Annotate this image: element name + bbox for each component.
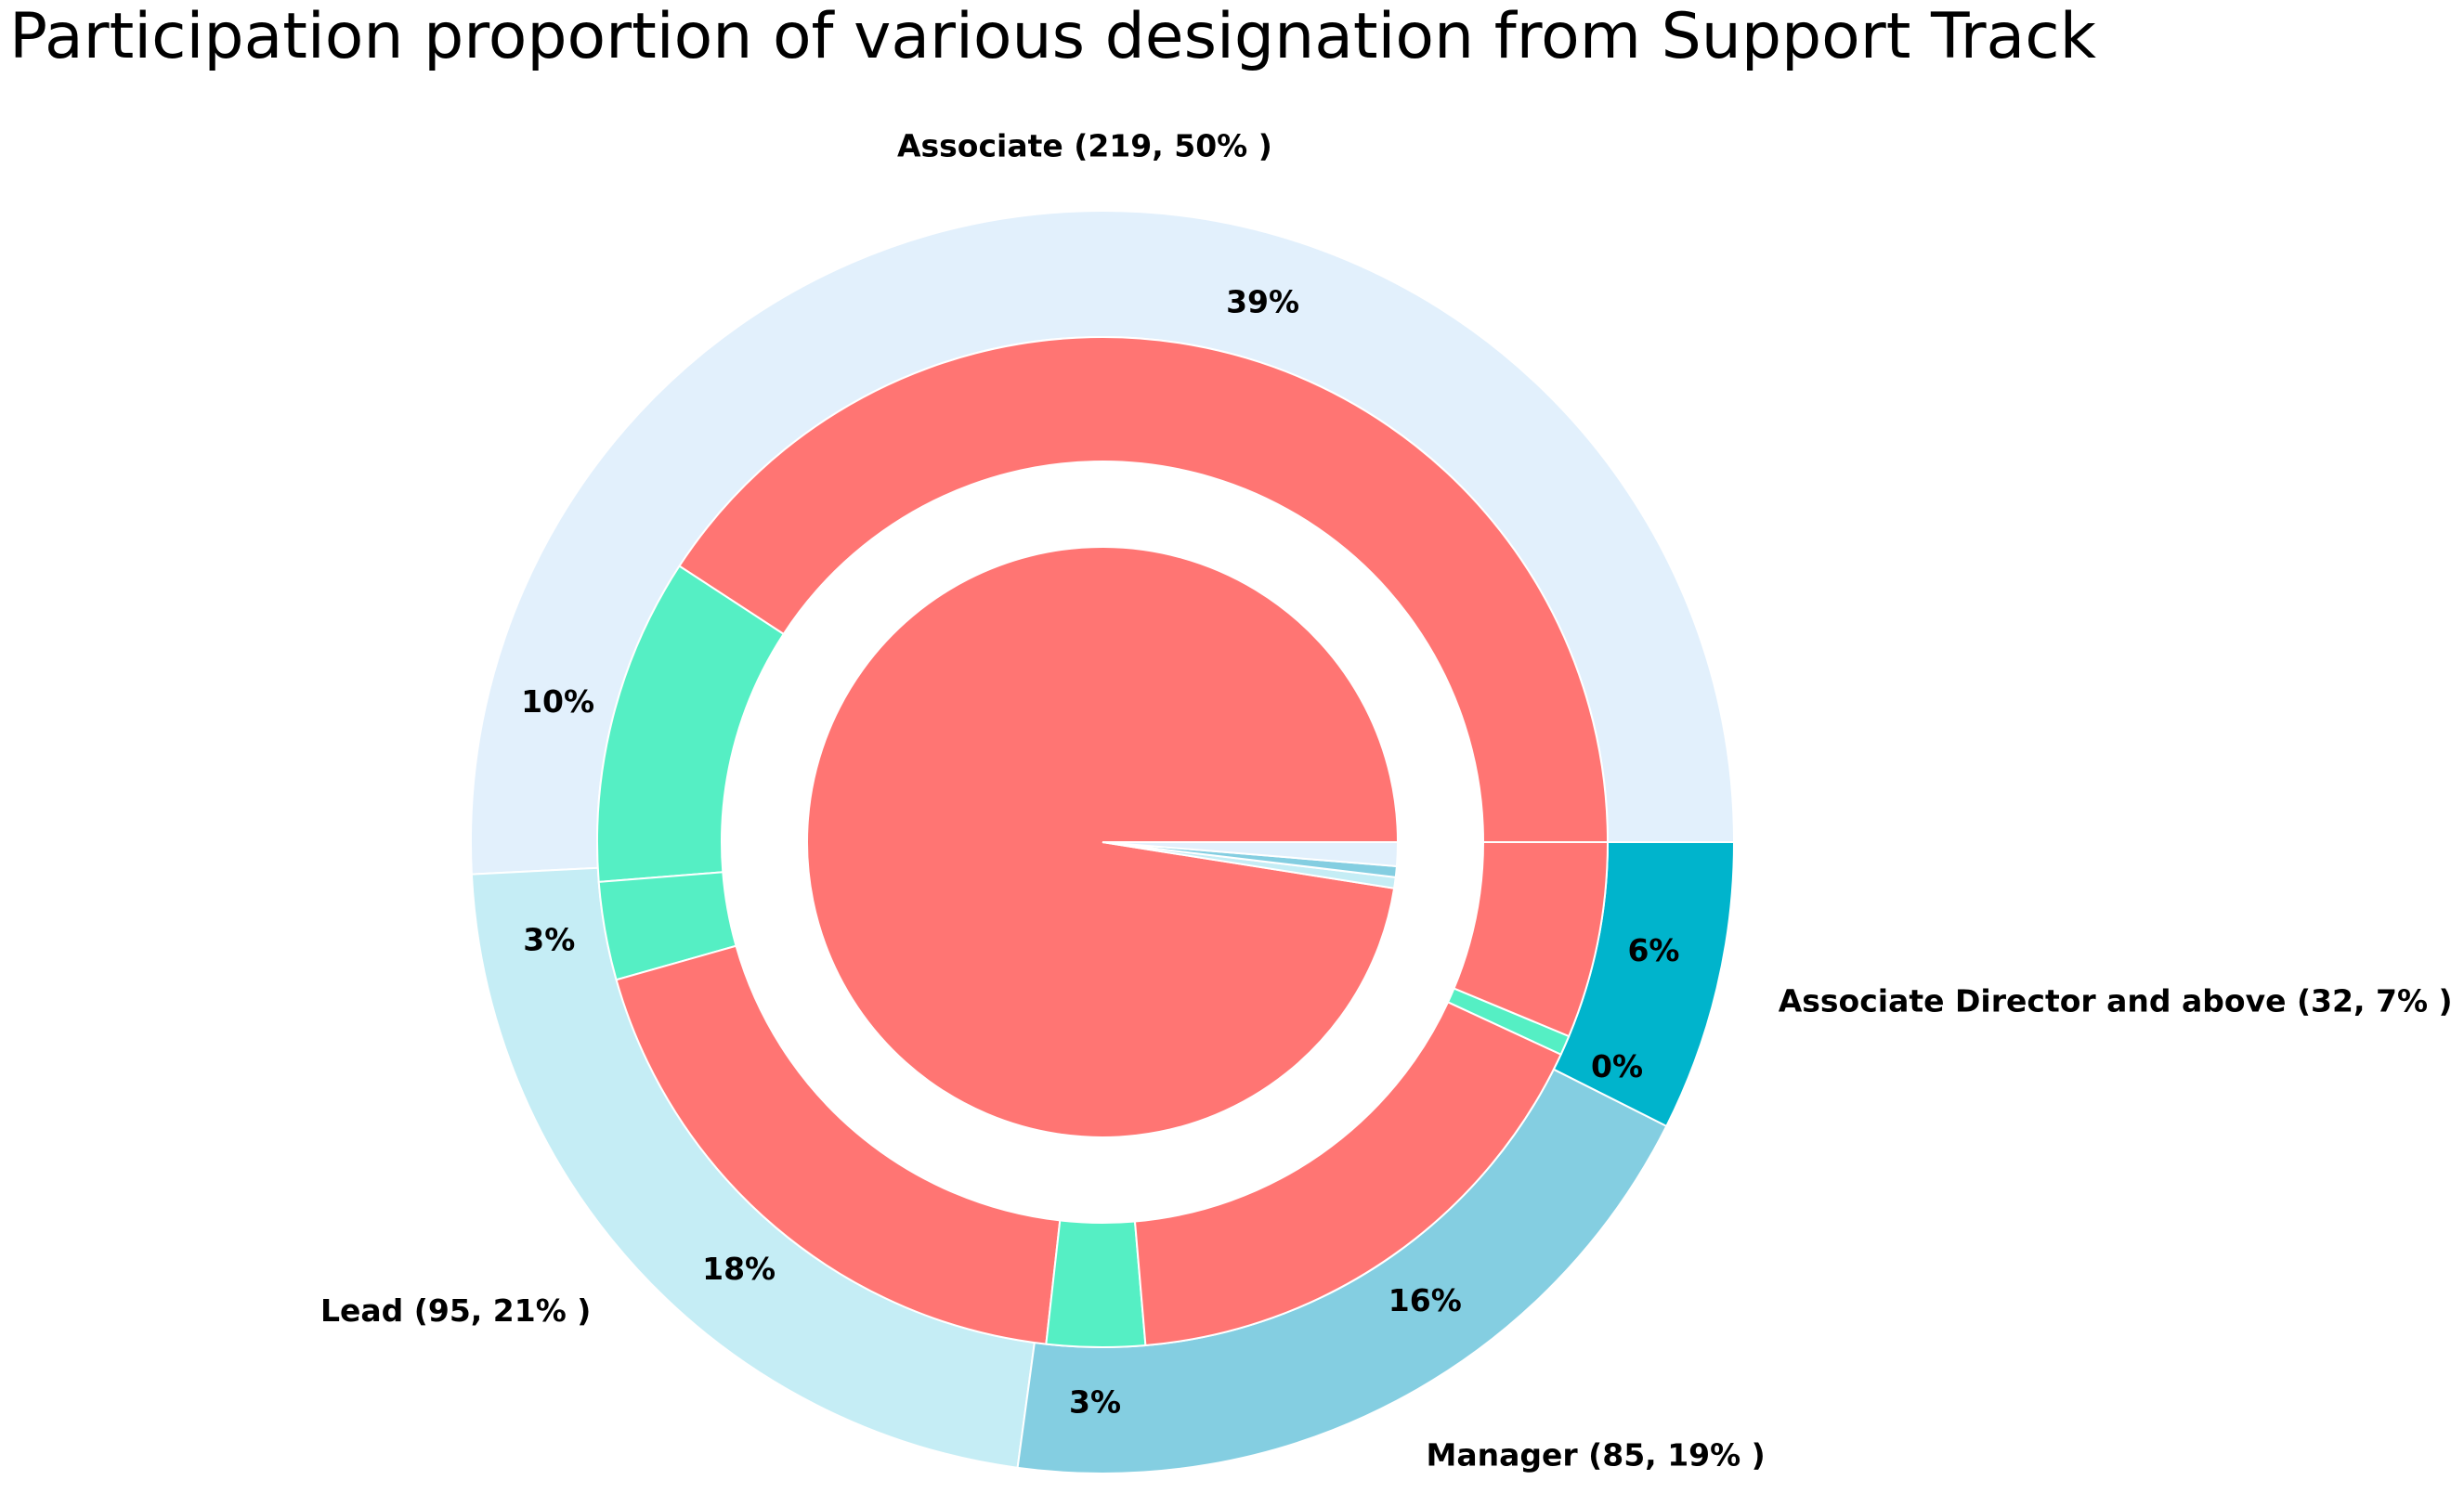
outer-ring-label: Associate (219, 50% ) bbox=[897, 128, 1272, 164]
middle-ring-label: 16% bbox=[1388, 1282, 1462, 1318]
chart-title: Participation proportion of various desi… bbox=[9, 0, 2096, 73]
inner-pie bbox=[806, 545, 1400, 1138]
outer-ring bbox=[470, 210, 1736, 1474]
middle-ring-label: 10% bbox=[521, 683, 594, 720]
middle-ring-slice bbox=[678, 336, 1610, 843]
middle-ring bbox=[596, 336, 1610, 1348]
outer-ring-label: Manager (85, 19% ) bbox=[1427, 1436, 1766, 1473]
middle-ring-slice bbox=[615, 944, 1062, 1345]
inner-pie-slice bbox=[1102, 841, 1400, 868]
outer-ring-label: Lead (95, 21% ) bbox=[320, 1292, 591, 1329]
middle-ring-label: 3% bbox=[523, 921, 575, 957]
middle-ring-label: 6% bbox=[1627, 932, 1679, 968]
middle-ring-slice bbox=[1045, 1219, 1147, 1348]
middle-ring-label: 3% bbox=[1069, 1384, 1121, 1421]
labels: Associate (219, 50% ) Lead (95, 21% ) Mana… bbox=[320, 128, 2453, 1474]
middle-ring-label: 0% bbox=[1591, 1048, 1643, 1084]
middle-ring-label: 18% bbox=[702, 1251, 776, 1287]
outer-ring-label: Associate Director and above (32, 7% ) bbox=[1779, 982, 2453, 1019]
middle-ring-slice bbox=[1453, 841, 1610, 1038]
middle-ring-label: 39% bbox=[1226, 283, 1299, 319]
